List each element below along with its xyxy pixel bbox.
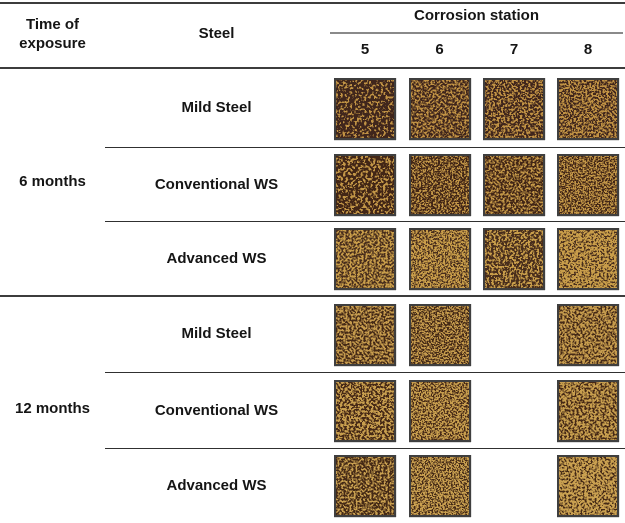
time-cell-12-months: 12 months	[14, 400, 90, 418]
sample-cell-6mo-mild-st8	[551, 69, 625, 148]
sample-cell-6mo-conv-st8	[551, 148, 625, 222]
header-bottom-border	[0, 66, 625, 69]
sample-cell-12mo-conv-st5	[328, 373, 402, 449]
steel-cell-advanced-ws-6mo: Advanced WS	[166, 249, 267, 267]
corrosion-sample-photo	[483, 228, 545, 290]
row-divider-12mo-1	[105, 372, 625, 374]
sample-cell-12mo-adv-st5	[328, 449, 402, 523]
sample-cell-6mo-conv-st5	[328, 148, 402, 222]
table-top-border	[0, 2, 625, 5]
station-header-5: 5	[360, 41, 370, 59]
col-header-steel: Steel	[198, 25, 235, 43]
sample-cell-12mo-adv-st6	[402, 449, 477, 523]
col-header-time-of-exposure: Time of exposure	[19, 15, 86, 52]
sample-cell-6mo-conv-st7	[477, 148, 551, 222]
corrosion-sample-photo	[483, 77, 545, 140]
station-header-8: 8	[583, 41, 593, 59]
corrosion-sample-photo	[557, 154, 619, 216]
steel-cell-mild-steel-12mo: Mild Steel	[181, 325, 252, 343]
corrosion-station-label: Corrosion station	[413, 6, 539, 24]
corrosion-sample-photo	[557, 77, 619, 140]
time-cell-6-months: 6 months	[19, 173, 86, 191]
row-divider-12mo-2	[105, 448, 625, 450]
corrosion-station-underline	[330, 31, 623, 34]
sample-cell-6mo-mild-st7	[477, 69, 551, 148]
col-header-corrosion-station-group: Corrosion station 5 6 7 8	[328, 0, 625, 69]
station-header-7: 7	[509, 41, 519, 59]
sample-cell-6mo-mild-st6	[402, 69, 477, 148]
sample-cell-6mo-adv-st7	[477, 222, 551, 296]
corrosion-sample-photo	[557, 228, 619, 290]
corrosion-sample-photo	[408, 228, 471, 290]
corrosion-sample-photo	[408, 380, 471, 442]
sample-cell-6mo-adv-st8	[551, 222, 625, 296]
steel-cell-advanced-ws-12mo: Advanced WS	[166, 476, 267, 494]
corrosion-sample-photo	[334, 77, 396, 140]
steel-cell-mild-steel-6mo: Mild Steel	[181, 99, 252, 117]
sample-cell-12mo-mild-st5	[328, 296, 402, 373]
sample-cell-6mo-adv-st6	[402, 222, 477, 296]
block-divider-6mo-12mo	[0, 294, 625, 297]
steel-cell-conventional-ws-12mo: Conventional WS	[154, 401, 279, 419]
corrosion-sample-photo	[334, 154, 396, 216]
corrosion-sample-photo	[557, 455, 619, 517]
sample-cell-12mo-conv-st6	[402, 373, 477, 449]
station-header-6: 6	[435, 41, 444, 59]
sample-cell-12mo-adv-st7-empty	[477, 449, 551, 523]
sample-cell-12mo-mild-st8	[551, 296, 625, 373]
sample-cell-6mo-conv-st6	[402, 148, 477, 222]
corrosion-sample-photo	[408, 455, 471, 517]
sample-cell-12mo-conv-st8	[551, 373, 625, 449]
corrosion-sample-photo	[334, 303, 396, 366]
corrosion-sample-photo	[557, 380, 619, 442]
corrosion-sample-photo	[408, 303, 471, 366]
corrosion-sample-photo	[408, 154, 471, 216]
corrosion-sample-photo	[408, 77, 471, 140]
corrosion-sample-photo	[334, 228, 396, 290]
sample-cell-12mo-conv-st7-empty	[477, 373, 551, 449]
sample-cell-12mo-mild-st7-empty	[477, 296, 551, 373]
corrosion-sample-photo	[557, 303, 619, 366]
corrosion-sample-photo	[483, 154, 545, 216]
sample-cell-6mo-mild-st5	[328, 69, 402, 148]
corrosion-sample-photo	[334, 380, 396, 442]
steel-cell-conventional-ws-6mo: Conventional WS	[154, 175, 279, 193]
corrosion-sample-photo	[334, 455, 396, 517]
sample-cell-12mo-mild-st6	[402, 296, 477, 373]
sample-cell-12mo-adv-st8	[551, 449, 625, 523]
row-divider-6mo-1	[105, 147, 625, 149]
row-divider-6mo-2	[105, 220, 625, 223]
station-number-row: 5 6 7 8	[328, 32, 625, 69]
sample-cell-6mo-adv-st5	[328, 222, 402, 296]
